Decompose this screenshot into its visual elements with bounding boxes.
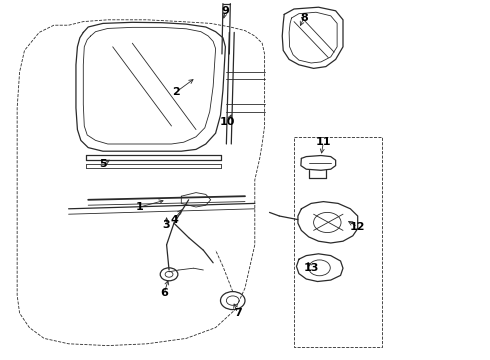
Text: 12: 12 (350, 222, 366, 232)
Text: 4: 4 (170, 215, 178, 225)
Text: 9: 9 (221, 6, 229, 16)
Text: 10: 10 (220, 117, 236, 127)
Text: 13: 13 (303, 263, 319, 273)
Text: 5: 5 (99, 159, 107, 169)
Text: 6: 6 (160, 288, 168, 298)
Text: 11: 11 (316, 137, 331, 147)
Text: 1: 1 (136, 202, 144, 212)
Text: 7: 7 (234, 308, 242, 318)
Text: 8: 8 (300, 13, 308, 23)
Text: 2: 2 (172, 87, 180, 97)
Text: 3: 3 (163, 220, 171, 230)
